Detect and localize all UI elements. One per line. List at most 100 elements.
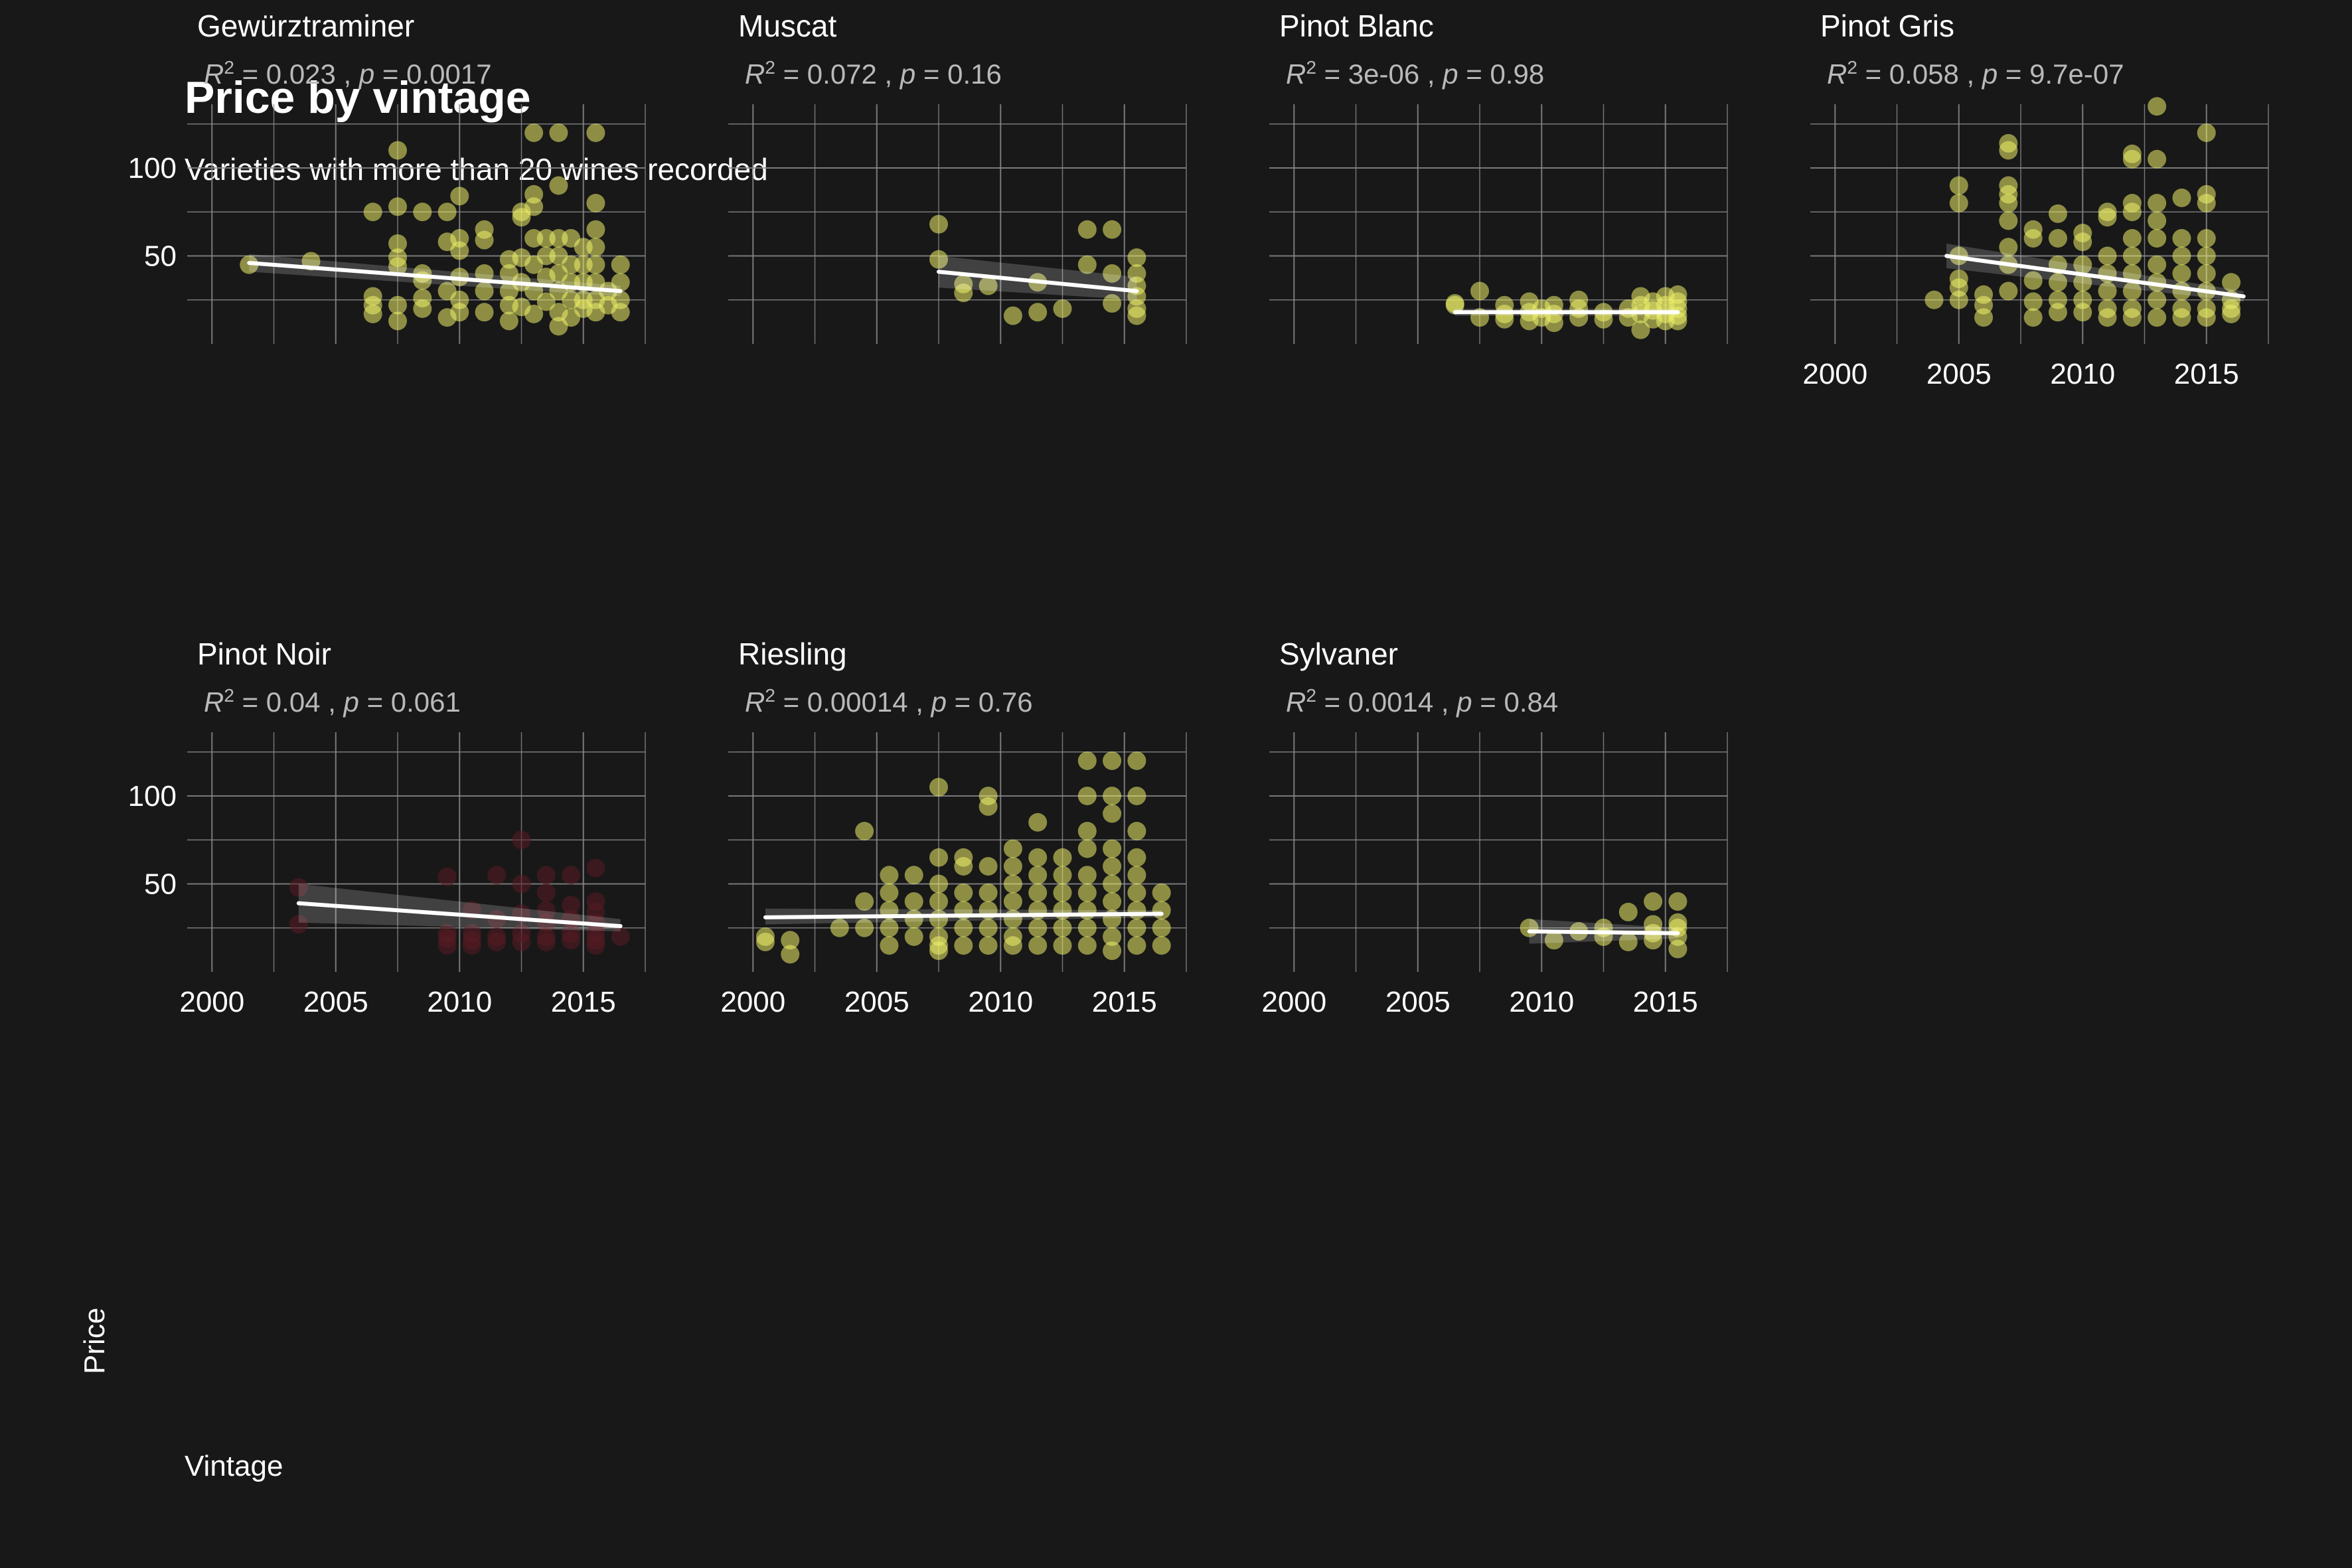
data-point [2197,264,2216,283]
data-point [388,197,408,216]
data-point [1028,936,1048,955]
data-point [2122,308,2142,327]
data-point [1103,874,1122,894]
x-tick-label: 2000 [720,986,785,1018]
data-point [2048,229,2067,248]
data-point [289,878,308,897]
data-point [929,848,949,867]
data-point [2023,292,2043,311]
data-point [1127,822,1146,840]
data-point [1077,936,1097,955]
data-point [1999,238,2018,257]
data-point [1053,918,1072,937]
data-point [1053,866,1072,885]
data-point [586,858,605,878]
data-point [1077,822,1097,840]
data-point [1949,176,1968,195]
y-tick-label: 100 [128,152,177,185]
data-point [586,194,605,212]
stat-label-gewurztraminer: R2 = 0.023 , p = 0.0017 [204,57,492,90]
data-point [2048,204,2067,223]
data-point [363,202,382,222]
data-point [954,883,973,902]
data-point [1127,936,1146,955]
data-point [2172,264,2191,283]
data-point [1077,751,1097,770]
data-point [586,936,605,955]
data-point [512,874,531,894]
y-axis-title: Price [78,1307,111,1374]
data-point [2172,229,2191,248]
data-point [524,304,544,323]
x-tick-label: 2010 [427,986,492,1018]
x-tick-label: 2000 [1261,986,1326,1018]
data-point [1003,306,1022,325]
data-point [1152,936,1171,955]
data-point [586,238,605,257]
stat-label-riesling: R2 = 0.00014 , p = 0.76 [745,685,1033,718]
data-point [2048,303,2067,322]
data-point [904,892,923,911]
data-point [512,932,531,951]
data-point [2148,255,2167,274]
data-point [2197,308,2216,327]
data-point [1127,918,1146,937]
data-point [524,123,544,142]
data-point [904,927,923,946]
data-point [2122,246,2142,266]
data-point [1618,932,1638,951]
data-point [512,830,531,850]
data-point [2023,308,2043,327]
data-point [536,883,556,902]
data-point [2148,149,2167,169]
trend-line [763,911,1164,919]
data-point [388,295,408,315]
facet-muscat: Muscat R2 = 0.072 , p = 0.16 [728,9,1187,344]
data-point [1077,255,1097,274]
data-point [2197,229,2216,248]
data-point [2098,308,2117,327]
data-point [929,874,949,894]
data-point [1077,787,1097,805]
data-point [2222,273,2241,292]
data-point [2172,308,2191,327]
data-point [2122,149,2142,169]
data-point [954,857,973,876]
data-point [611,303,630,322]
data-point [1644,931,1663,950]
data-point [450,187,469,206]
data-point [2122,264,2142,283]
data-point [1103,787,1122,805]
data-point [475,303,494,322]
data-point [437,936,457,955]
data-point [437,867,457,886]
facet-pinot-blanc: Pinot Blanc R2 = 3e-06 , p = 0.98 [1269,9,1728,344]
trend-line [1944,254,2246,299]
data-point [2073,255,2092,274]
data-point [536,292,556,311]
facet-sylvaner: Sylvaner R2 = 0.0014 , p = 0.84 2000 2005 20… [1261,637,1728,1018]
data-point [363,304,382,323]
facet-title-sylvaner: Sylvaner [1279,637,1398,671]
data-point [880,866,899,885]
data-point [979,797,998,816]
data-point [929,777,949,797]
data-point [2023,229,2043,248]
data-point [1668,311,1687,331]
x-tick-label: 2010 [968,986,1033,1018]
data-point [781,931,800,950]
data-point [413,202,432,222]
data-point [413,299,432,318]
data-point [2023,271,2043,290]
trend-line [1527,929,1680,935]
data-point [1103,294,1122,313]
data-point [2197,123,2216,142]
data-point [2148,211,2167,230]
trend-line [937,270,1139,293]
data-point [1999,194,2018,212]
x-tick-label: 2000 [1802,358,1867,390]
data-point [1103,892,1122,911]
data-point [586,255,605,274]
data-point [1470,281,1490,301]
x-tick-label: 2015 [1633,986,1698,1018]
